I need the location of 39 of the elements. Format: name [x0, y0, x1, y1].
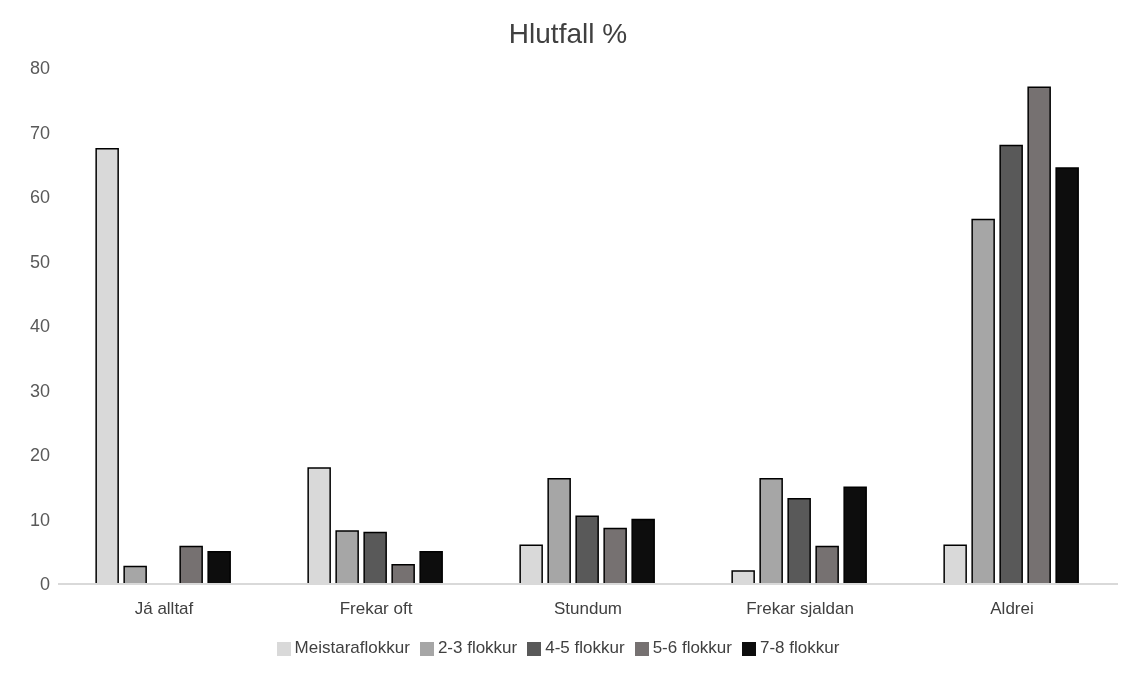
y-tick-label: 70 — [29, 122, 50, 143]
bar — [1055, 167, 1079, 584]
legend-label: 4-5 flokkur — [545, 638, 625, 657]
bar — [547, 478, 571, 584]
bar — [179, 545, 203, 584]
x-tick-label: Frekar oft — [339, 599, 413, 619]
chart-title: Hlutfall % — [507, 17, 629, 51]
x-tick-label: Frekar sjaldan — [746, 599, 854, 619]
y-tick-label: 20 — [29, 445, 50, 466]
bar — [207, 551, 231, 584]
legend-label: 5-6 flokkur — [652, 638, 732, 657]
y-tick-label: 30 — [29, 380, 50, 401]
y-tick-label: 10 — [29, 509, 50, 530]
bar — [759, 478, 783, 584]
y-tick-label: 60 — [29, 187, 50, 208]
bar — [419, 551, 443, 584]
bar — [971, 218, 995, 584]
bar — [1027, 86, 1051, 584]
bar — [123, 565, 147, 584]
bar — [787, 498, 811, 584]
y-tick-label: 50 — [29, 251, 50, 272]
legend-label: 7-8 flokkur — [760, 638, 840, 657]
bar — [575, 515, 599, 584]
y-tick-label: 0 — [39, 574, 50, 595]
bar — [363, 531, 387, 584]
y-tick-label: 40 — [29, 316, 50, 337]
bar — [999, 144, 1023, 584]
bar — [843, 486, 867, 584]
bar — [815, 545, 839, 584]
x-tick-label: Aldrei — [990, 599, 1034, 619]
bar — [391, 563, 415, 584]
legend-label: Meistaraflokkur — [294, 638, 410, 657]
bar — [603, 527, 627, 584]
legend-label: 2-3 flokkur — [437, 638, 518, 657]
x-tick-label: Já alltaf — [134, 599, 194, 619]
bar — [335, 530, 359, 584]
bar — [631, 518, 655, 584]
y-tick-label: 80 — [29, 58, 50, 79]
x-tick-label: Stundum — [553, 599, 623, 619]
